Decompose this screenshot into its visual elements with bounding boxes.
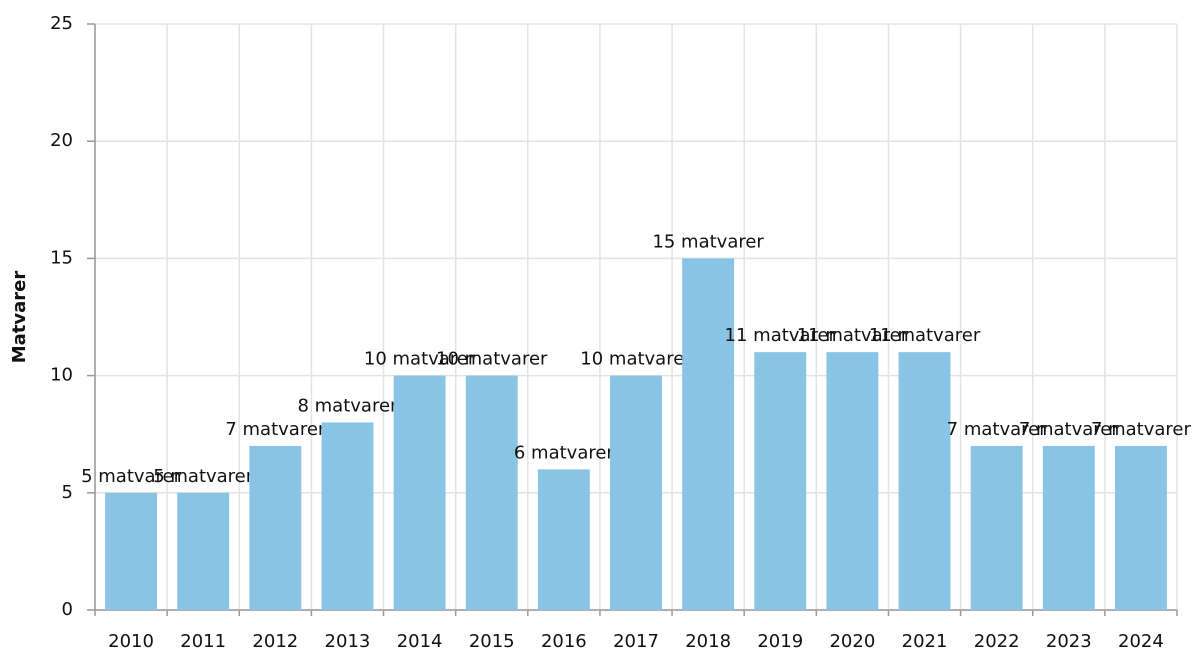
x-tick-label: 2016 [541,631,587,652]
data-label: 10 matvarer [436,349,548,370]
x-tick-label: 2020 [829,631,875,652]
x-tick-label: 2011 [180,631,226,652]
data-label: 10 matvarer [580,349,692,370]
bar [465,375,518,610]
bar [249,445,302,610]
data-label: 7 matvarer [225,419,326,440]
data-label: 6 matvarer [514,442,615,463]
x-tick-label: 2017 [613,631,659,652]
x-tick-label: 2018 [685,631,731,652]
bar [1114,445,1167,610]
bar [1042,445,1095,610]
data-label: 5 matvarer [81,466,182,487]
x-tick-label: 2013 [325,631,371,652]
data-label: 11 matvarer [869,325,981,346]
data-label: 7 matvarer [1019,419,1120,440]
bar [754,352,807,610]
y-tick-label: 20 [50,130,73,151]
data-label: 5 matvarer [153,466,254,487]
y-tick-label: 25 [50,13,73,34]
bar [970,445,1023,610]
y-tick-label: 15 [50,247,73,268]
x-tick-label: 2015 [469,631,515,652]
x-tick-label: 2021 [902,631,948,652]
data-label: 11 matvarer [725,325,837,346]
bar [826,352,879,610]
bar [682,258,735,610]
bar [393,375,446,610]
y-tick-label: 5 [62,482,73,503]
x-tick-label: 2012 [252,631,298,652]
data-label: 7 matvarer [1091,419,1192,440]
x-tick-label: 2023 [1046,631,1092,652]
bar [105,492,158,610]
x-tick-label: 2022 [974,631,1020,652]
bar [537,469,590,610]
x-tick-label: 2024 [1118,631,1164,652]
y-tick-label: 0 [62,599,73,620]
y-axis-label: Matvarer [9,271,30,364]
bar [177,492,230,610]
data-label: 8 matvarer [297,395,398,416]
data-label: 10 matvarer [364,349,476,370]
data-label: 7 matvarer [947,419,1048,440]
bar [321,422,374,610]
data-label: 11 matvarer [797,325,909,346]
data-label: 15 matvarer [652,231,764,252]
x-tick-label: 2010 [108,631,154,652]
y-tick-label: 10 [50,365,73,386]
x-tick-label: 2014 [397,631,443,652]
bar [610,375,662,610]
x-tick-label: 2019 [757,631,803,652]
bar [898,352,951,610]
